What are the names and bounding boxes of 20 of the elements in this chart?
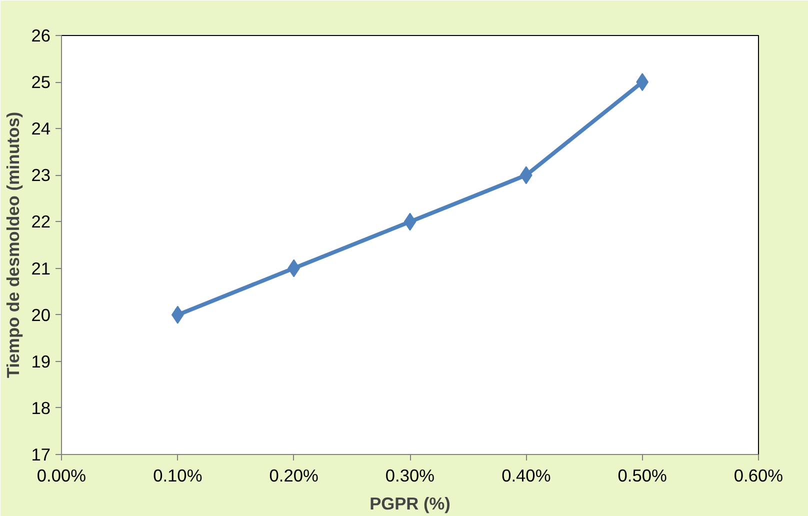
y-tick-label: 26 — [31, 26, 51, 46]
y-axis-title: Tiempo de desmoldeo (minutos) — [3, 112, 24, 378]
y-tick-label: 21 — [31, 258, 51, 278]
y-tick-label: 20 — [31, 304, 51, 325]
x-tick-label: 0.60% — [734, 466, 784, 486]
x-tick-label: 0.30% — [385, 466, 435, 486]
y-tick-label: 17 — [31, 444, 51, 464]
x-tick-label: 0.00% — [36, 466, 86, 486]
x-tick-label: 0.10% — [153, 466, 202, 486]
x-axis-title: PGPR (%) — [370, 494, 450, 514]
x-tick-label: 0.20% — [269, 466, 318, 486]
x-tick-label: 0.50% — [618, 466, 667, 486]
y-tick-label: 22 — [31, 212, 51, 232]
point — [404, 212, 416, 231]
x-tick-label: 0.40% — [502, 466, 551, 486]
y-tick-label: 24 — [31, 118, 51, 139]
y-tick-label: 25 — [31, 72, 51, 92]
y-tick-label: 19 — [31, 351, 51, 372]
y-tick-label: 18 — [31, 398, 51, 418]
y-tick-label: 23 — [31, 165, 51, 186]
